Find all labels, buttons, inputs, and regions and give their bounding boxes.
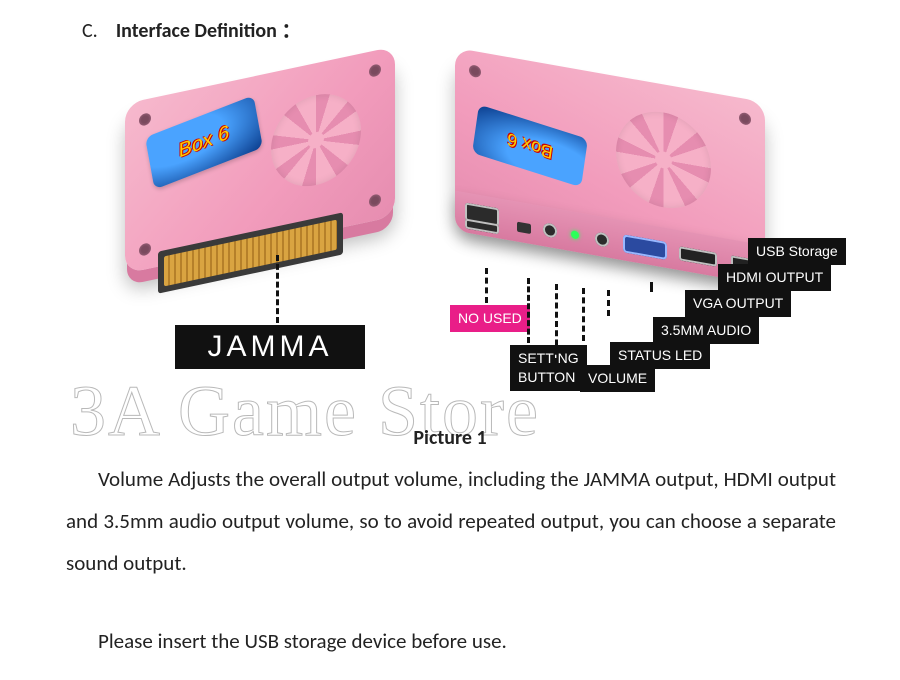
lead-line: [527, 278, 530, 343]
callout-hdmi: HDMI OUTPUT: [718, 264, 831, 291]
callout-setting-button: SETTING BUTTON: [510, 345, 587, 391]
status-led-icon: [571, 230, 579, 239]
lead-line: [485, 268, 488, 303]
figure-caption: Picture 1: [0, 426, 900, 450]
vga-port-icon: [623, 234, 667, 260]
callout-status-led: STATUS LED: [610, 342, 710, 369]
callout-audio: 3.5MM AUDIO: [653, 317, 759, 344]
lead-line: [650, 282, 653, 292]
callout-volume: VOLUME: [580, 365, 655, 392]
lead-line: [582, 288, 585, 341]
lead-line: [555, 284, 558, 364]
setting-button-icon: [517, 222, 531, 234]
paragraph-2-text: Please insert the USB storage device bef…: [98, 628, 507, 654]
diagram-area: JAMMA NO USED SETTING BUTTON VOLUME STAT…: [0, 50, 900, 410]
heading-colon: ：: [281, 19, 301, 43]
volume-knob-icon: [543, 222, 557, 238]
section-heading: C. Interface Definition ：: [82, 14, 301, 43]
lead-line: [276, 255, 279, 323]
heading-title: Interface Definition: [116, 19, 277, 43]
lead-line: [607, 290, 610, 316]
jamma-label: JAMMA: [175, 325, 365, 369]
hdmi-port-icon: [679, 246, 717, 267]
callout-vga: VGA OUTPUT: [685, 290, 791, 317]
callout-usb-storage: USB Storage: [748, 238, 846, 265]
heading-letter: C.: [82, 19, 98, 43]
audio-jack-icon: [595, 231, 609, 247]
paragraph-1-text: Volume Adjusts the overall output volume…: [66, 466, 836, 576]
paragraph-2: Please insert the USB storage device bef…: [66, 620, 836, 662]
callout-no-used: NO USED: [450, 305, 530, 332]
paragraph-1: Volume Adjusts the overall output volume…: [66, 458, 836, 584]
